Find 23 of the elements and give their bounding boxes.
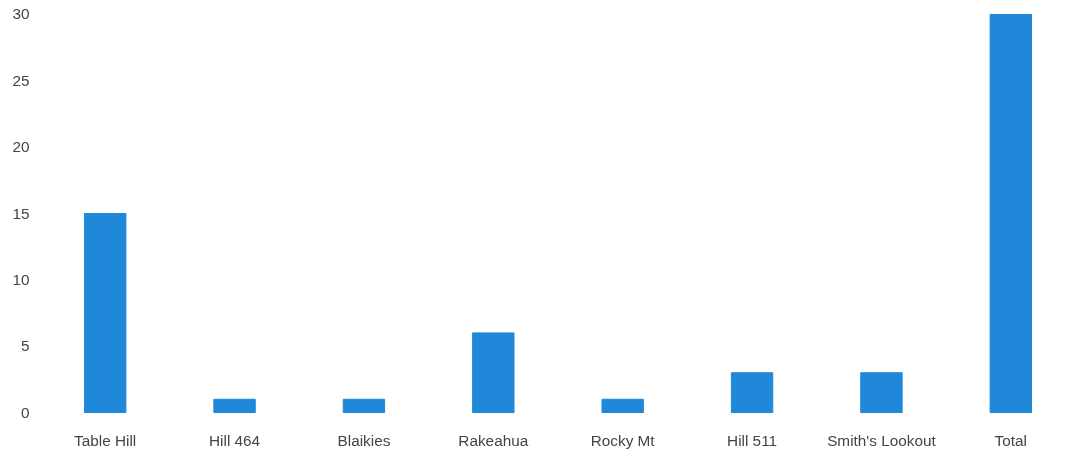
x-tick-label: Blaikies bbox=[337, 431, 391, 449]
bar bbox=[83, 213, 127, 414]
x-tick-label: Hill 511 bbox=[727, 431, 778, 449]
y-tick-label: 0 bbox=[20, 403, 30, 421]
bar bbox=[860, 372, 903, 414]
y-tick-label: 10 bbox=[12, 270, 30, 288]
x-tick-label: Rocky Mt bbox=[590, 431, 656, 449]
bar bbox=[989, 13, 1033, 414]
y-tick-label: 25 bbox=[12, 71, 30, 89]
x-tick-label: Total bbox=[994, 431, 1028, 449]
y-tick-label: 5 bbox=[20, 337, 30, 355]
bar bbox=[342, 398, 386, 414]
x-tick-label: Smith's Lookout bbox=[827, 431, 937, 449]
bar bbox=[730, 372, 774, 414]
bar bbox=[601, 398, 644, 414]
x-tick-label: Table Hill bbox=[74, 431, 137, 449]
x-tick-label: Rakeahua bbox=[458, 431, 529, 449]
y-tick-label: 30 bbox=[12, 5, 30, 23]
y-tick-label: 20 bbox=[12, 138, 30, 156]
bar bbox=[213, 398, 256, 414]
x-tick-label: Hill 464 bbox=[209, 431, 261, 449]
y-tick-label: 15 bbox=[12, 204, 30, 222]
bar bbox=[472, 332, 515, 414]
